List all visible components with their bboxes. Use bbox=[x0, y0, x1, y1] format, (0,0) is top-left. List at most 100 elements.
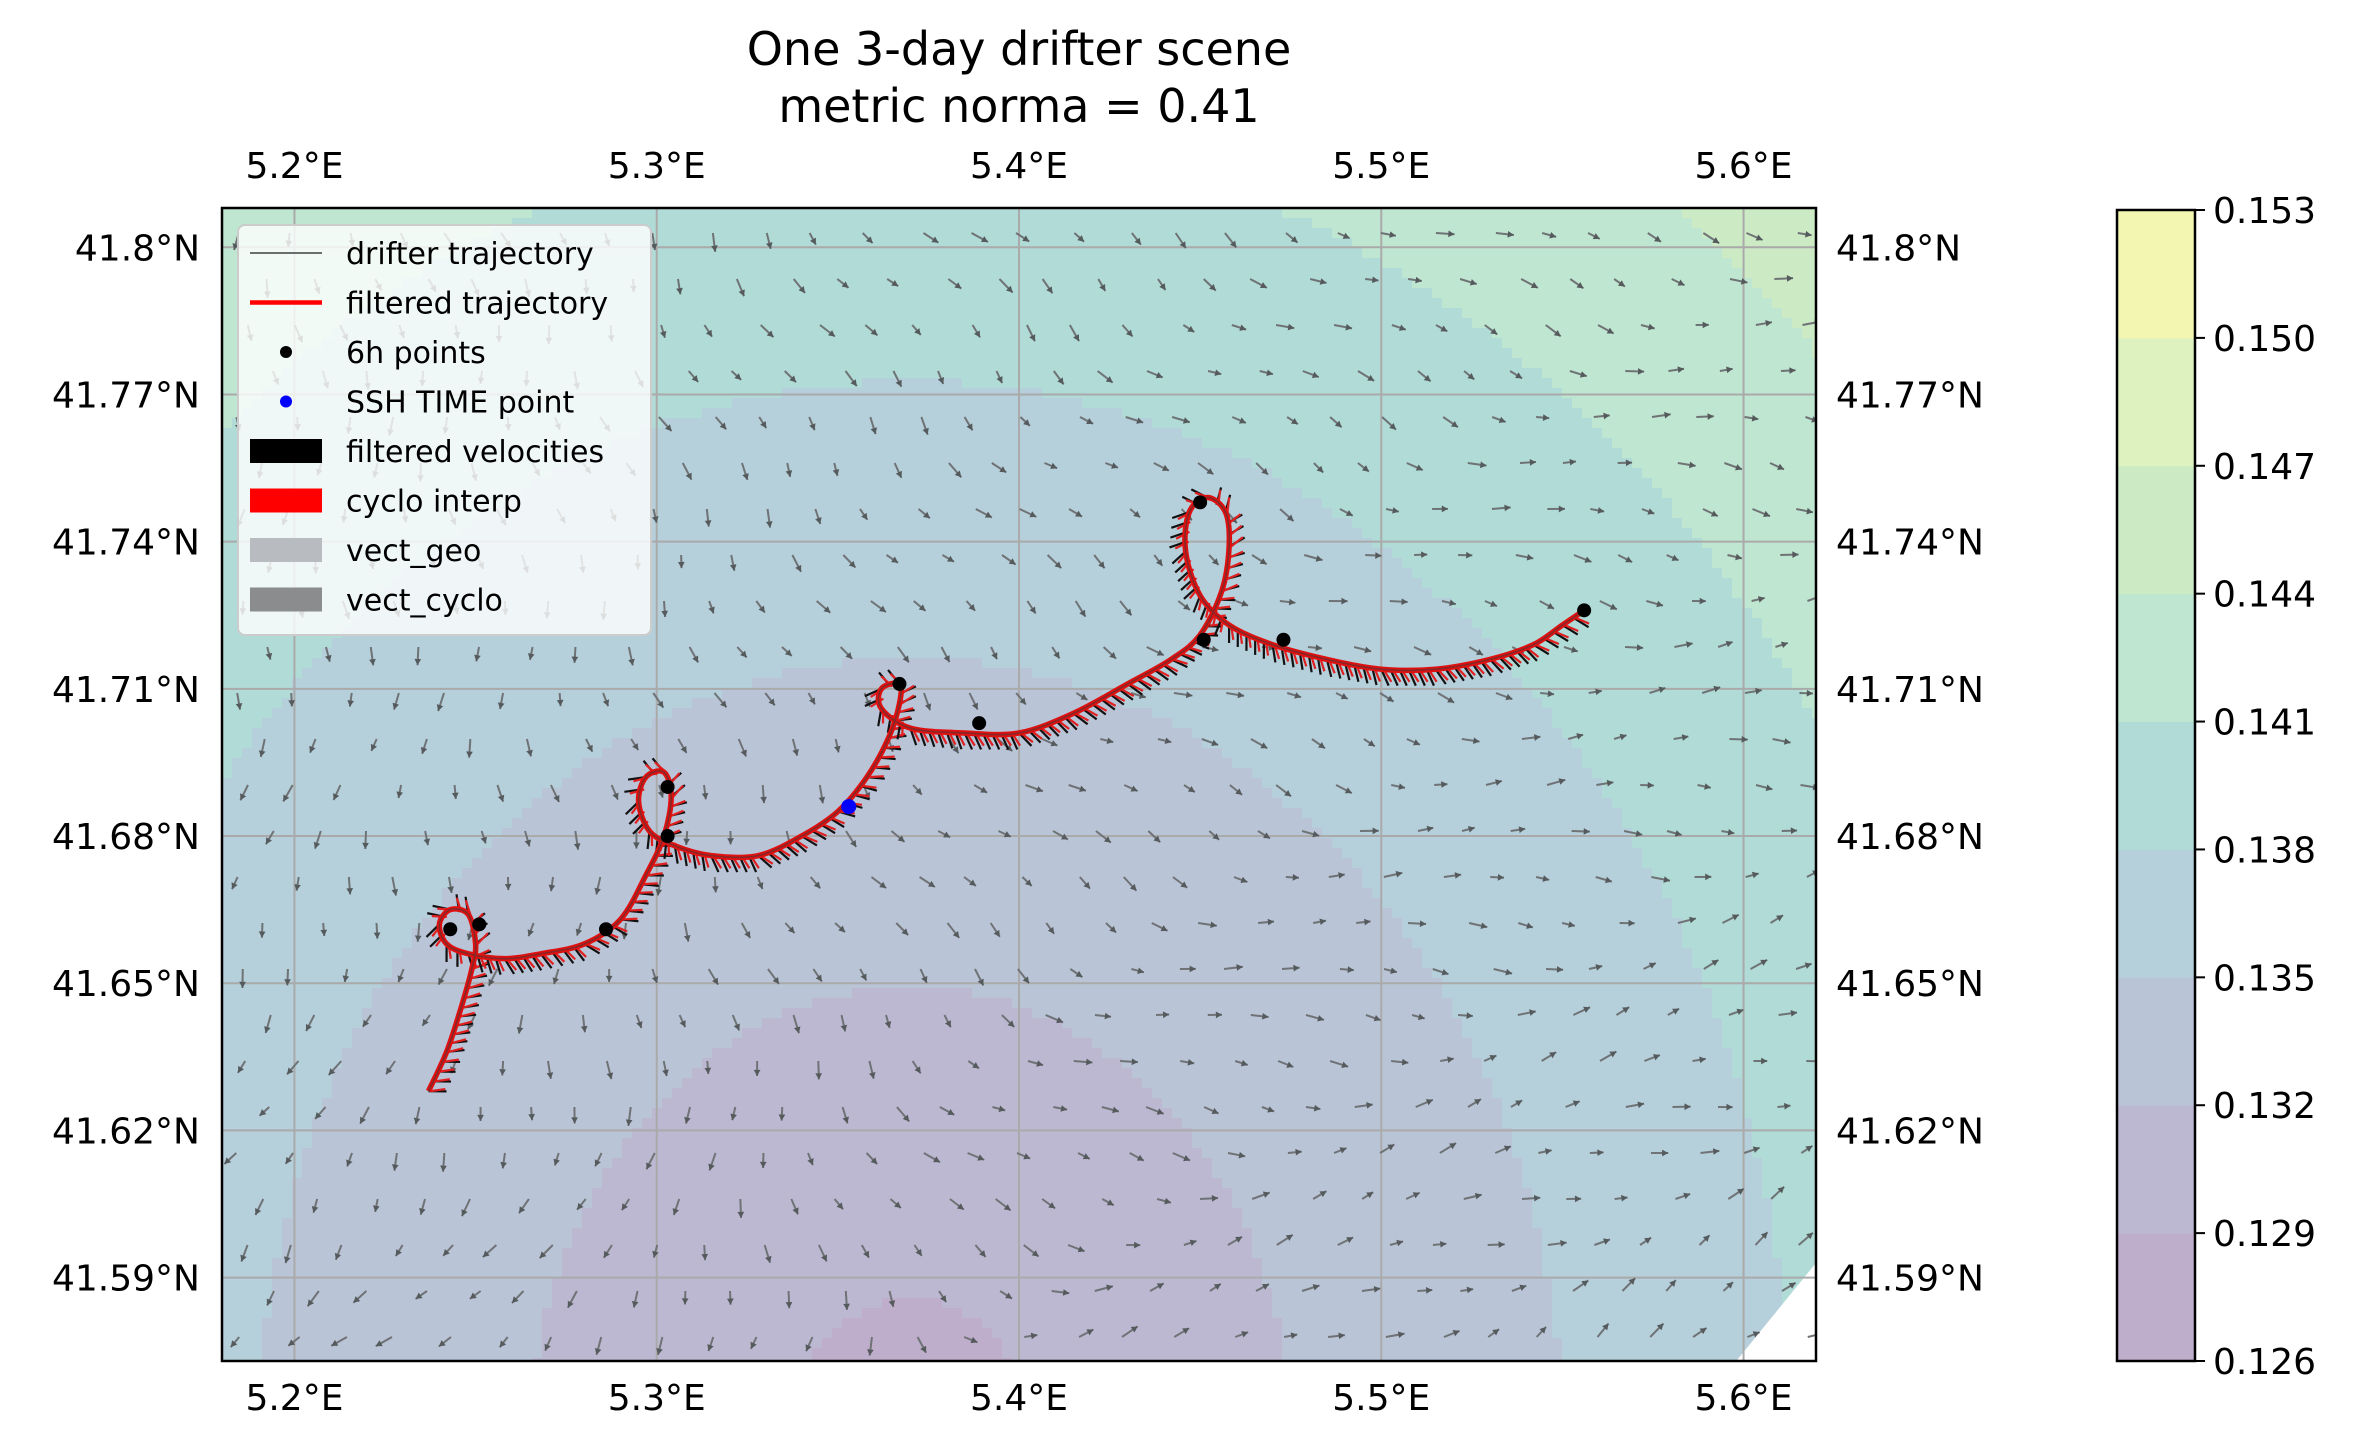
colorbar-tick-label: 0.153 bbox=[2213, 191, 2316, 232]
vect-arrow bbox=[1795, 962, 1812, 970]
vect-arrow bbox=[1123, 784, 1138, 792]
vect-arrow bbox=[963, 1336, 978, 1344]
vect-arrow bbox=[1303, 554, 1323, 562]
vect-arrow bbox=[792, 1014, 801, 1034]
vect-arrow bbox=[571, 1106, 578, 1124]
legend-label: drifter trajectory bbox=[346, 237, 594, 272]
vect-arrow bbox=[781, 646, 793, 657]
vect-arrow bbox=[1621, 1277, 1636, 1292]
vect-arrow bbox=[1417, 825, 1434, 833]
vect-arrow bbox=[332, 784, 342, 801]
vect-arrow bbox=[1511, 1284, 1527, 1292]
vect-arrow bbox=[1692, 1056, 1706, 1064]
vect-arrow bbox=[487, 968, 499, 987]
vect-arrow bbox=[1696, 413, 1714, 420]
vect-arrow bbox=[701, 1244, 709, 1261]
vect-arrow bbox=[662, 1060, 669, 1077]
legend-label: cyclo interp bbox=[346, 485, 522, 520]
vect-arrow bbox=[1746, 232, 1764, 241]
vect-arrow bbox=[1094, 1012, 1112, 1020]
vect-arrow bbox=[1335, 784, 1353, 795]
vect-arrow bbox=[1285, 232, 1299, 244]
vect-arrow bbox=[1694, 873, 1712, 881]
vect-arrow bbox=[1227, 1235, 1243, 1246]
vect-arrow bbox=[392, 692, 400, 710]
vect-arrow bbox=[284, 1152, 294, 1165]
vect-arrow bbox=[1093, 554, 1106, 569]
vect-arrow bbox=[1615, 1006, 1630, 1016]
vect-arrow bbox=[1407, 276, 1422, 284]
vect-arrow bbox=[258, 922, 266, 938]
lon-tick-label-top: 5.3°E bbox=[608, 146, 706, 187]
vect-arrow bbox=[1157, 737, 1172, 745]
vect-arrow bbox=[420, 738, 428, 755]
vect-arrow bbox=[527, 646, 535, 661]
vect-arrow bbox=[1588, 688, 1602, 696]
vect-arrow bbox=[995, 370, 1004, 384]
vect-arrow bbox=[594, 1152, 603, 1167]
vect-arrow bbox=[414, 1290, 428, 1300]
legend-swatch bbox=[250, 488, 322, 513]
vect-arrow bbox=[965, 600, 976, 612]
colorbar-tick-label: 0.129 bbox=[2213, 1214, 2316, 1255]
legend-item: filtered velocities bbox=[250, 435, 604, 470]
vect-arrow bbox=[1799, 689, 1813, 697]
vect-arrow bbox=[516, 1014, 524, 1034]
vect-arrow bbox=[1183, 784, 1196, 793]
vect-arrow bbox=[1119, 600, 1133, 616]
colorbar-tick-label: 0.147 bbox=[2213, 447, 2316, 488]
vect-arrow bbox=[1460, 1286, 1474, 1294]
vect-arrow bbox=[1328, 597, 1348, 605]
vect-arrow bbox=[1255, 1283, 1270, 1292]
vect-arrow bbox=[1041, 1198, 1056, 1210]
vect-arrow bbox=[1363, 738, 1376, 748]
vect-arrow bbox=[1721, 828, 1735, 836]
colorbar-tick-label: 0.132 bbox=[2213, 1086, 2316, 1127]
gridlines bbox=[222, 208, 1816, 1361]
vect-arrow bbox=[1569, 278, 1585, 290]
vect-arrow bbox=[1665, 1279, 1677, 1292]
lon-ticks-top: 5.2°E 5.3°E 5.4°E 5.5°E 5.6°E bbox=[245, 146, 1792, 187]
vect-arrow bbox=[1485, 779, 1503, 786]
vect-arrow bbox=[784, 922, 796, 934]
vect-arrow bbox=[347, 692, 355, 707]
vect-arrow bbox=[1379, 692, 1395, 703]
vect-arrow bbox=[1461, 826, 1475, 833]
vect-arrow bbox=[1467, 1098, 1482, 1108]
vect-arrow bbox=[1593, 412, 1610, 420]
lat-tick-label-left: 41.59°N bbox=[52, 1259, 200, 1300]
vect-arrow bbox=[413, 1106, 421, 1125]
vect-arrow bbox=[1484, 600, 1498, 608]
vect-arrow bbox=[730, 370, 742, 381]
lon-tick-label-bottom: 5.6°E bbox=[1695, 1378, 1793, 1419]
vect-arrow bbox=[967, 1152, 985, 1161]
vect-arrow bbox=[451, 784, 459, 800]
vect-arrow bbox=[394, 1244, 404, 1257]
vect-arrow bbox=[1024, 1332, 1038, 1340]
vect-arrow bbox=[480, 830, 487, 844]
vect-arrow bbox=[1149, 1282, 1165, 1292]
vect-arrow bbox=[816, 600, 832, 614]
vect-arrow bbox=[1589, 1149, 1604, 1157]
vect-arrow bbox=[342, 968, 350, 983]
vect-arrow bbox=[1250, 1012, 1269, 1020]
vect-arrow bbox=[1541, 232, 1557, 239]
vect-arrow bbox=[687, 370, 699, 383]
vect-arrow bbox=[327, 1060, 343, 1076]
vect-arrow bbox=[1417, 1287, 1433, 1294]
vect-arrow bbox=[1155, 1011, 1170, 1019]
vect-arrow bbox=[1383, 967, 1398, 974]
vect-arrow bbox=[893, 462, 903, 479]
vect-arrow bbox=[1101, 1198, 1115, 1207]
vect-arrow bbox=[922, 232, 939, 244]
vect-arrow bbox=[948, 462, 963, 478]
vect-arrow bbox=[414, 646, 422, 666]
vect-arrow bbox=[1457, 1012, 1473, 1019]
vect-arrow bbox=[266, 1290, 275, 1306]
vect-arrow bbox=[1365, 552, 1382, 559]
vect-arrow bbox=[1797, 230, 1812, 238]
lon-tick-label-bottom: 5.2°E bbox=[245, 1378, 343, 1419]
vect-arrow bbox=[1313, 918, 1327, 926]
vect-arrow bbox=[681, 462, 693, 481]
vect-arrow bbox=[1313, 462, 1324, 474]
